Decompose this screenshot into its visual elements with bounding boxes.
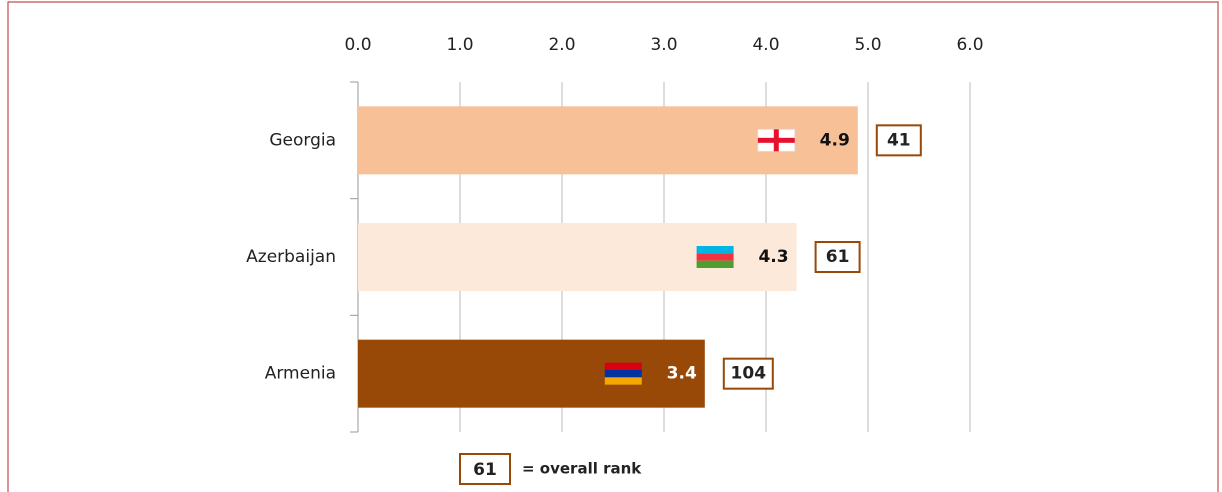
frame [7,1,1219,492]
rank-box [875,124,922,157]
value-label: 4.9 [820,130,850,150]
flag-part [696,260,734,268]
flag-part [696,246,734,254]
x-tick-label: 4.0 [752,35,779,55]
rank-label: 104 [731,364,767,384]
x-tick-label: 0.0 [344,35,371,55]
flag-part [604,377,642,385]
y-tick-label: Georgia [269,130,336,150]
value-label: 3.4 [667,364,697,384]
flag-part [757,137,795,143]
flag-part [696,253,734,261]
flag-part [604,370,642,378]
rank-label: 61 [826,247,850,267]
x-tick-label: 6.0 [956,35,983,55]
flag-part [604,362,642,370]
x-tick-label: 2.0 [548,35,575,55]
value-label: 4.3 [758,247,788,267]
flag [757,128,796,152]
x-tick-label: 1.0 [446,35,473,55]
x-tick-label: 5.0 [854,35,881,55]
rank-box [814,241,861,273]
bar [358,339,705,408]
legend-label: = overall rank [522,460,642,478]
flag [696,246,734,268]
rank-label: 41 [887,130,911,150]
x-tick-label: 3.0 [650,35,677,55]
y-tick-label: Armenia [265,364,336,384]
legend-box-label: 61 [473,460,497,480]
flag [604,362,642,385]
legend-box [459,453,511,485]
y-tick-label: Azerbaijan [246,247,336,267]
rank-box [722,357,774,390]
